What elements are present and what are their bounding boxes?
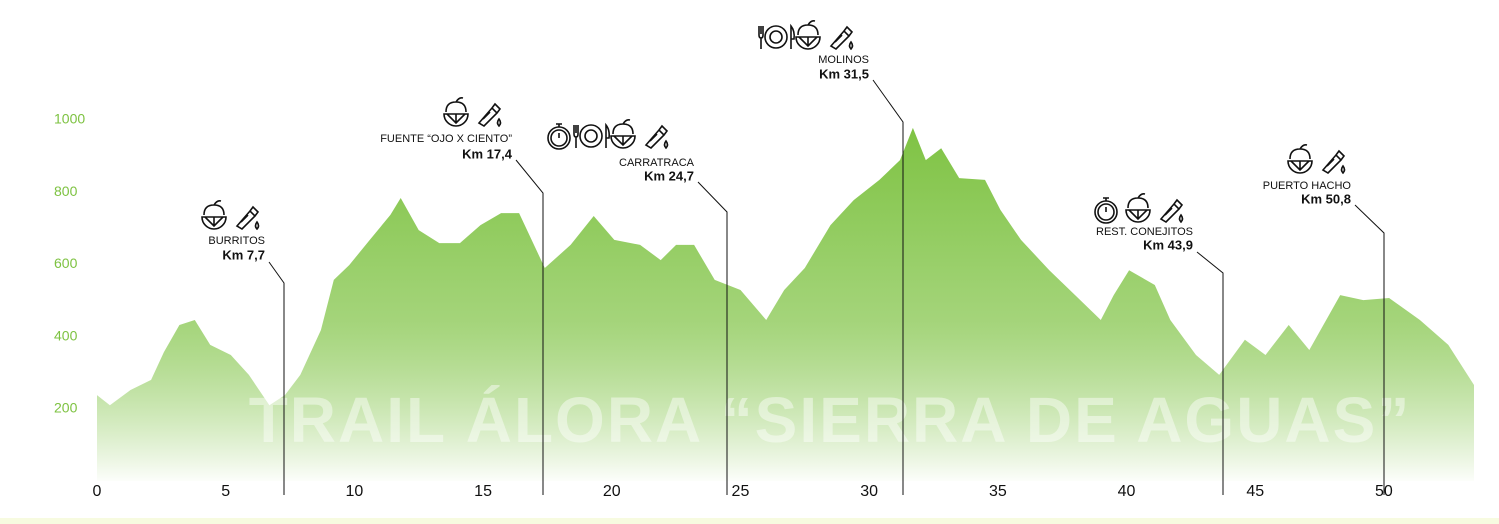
icon-part — [1321, 149, 1346, 175]
icon-fruit — [610, 119, 636, 149]
icon-part — [610, 135, 636, 149]
station-km: Km 24,7 — [644, 168, 694, 183]
icon-fruit — [1287, 144, 1313, 174]
icon-part — [758, 26, 764, 49]
x-tick-label: 25 — [732, 483, 750, 500]
icon-part — [550, 129, 568, 147]
x-tick-label: 15 — [474, 483, 492, 500]
icon-part — [848, 40, 854, 51]
station-name: REST. CONEJITOS — [1096, 226, 1193, 238]
icon-part — [790, 23, 795, 49]
icon-part — [613, 135, 633, 147]
x-tick-label: 10 — [345, 483, 363, 500]
icon-part — [1178, 213, 1184, 224]
icon-fruit — [201, 200, 227, 230]
x-tick-label: 45 — [1246, 483, 1264, 500]
station-km: Km 17,4 — [462, 146, 513, 161]
icon-part — [1128, 209, 1148, 221]
icon-part — [644, 124, 669, 150]
station-name: FUENTE “OJO X CIENTO” — [380, 133, 512, 145]
x-tick-label: 20 — [603, 483, 621, 500]
icon-part — [829, 25, 854, 51]
icon-part — [254, 220, 260, 231]
icon-water — [829, 25, 854, 51]
icon-part — [1127, 193, 1149, 209]
icon-part — [496, 117, 502, 128]
icon-part — [663, 139, 669, 150]
icon-water — [1321, 149, 1346, 175]
footer-band — [0, 518, 1499, 524]
icon-part — [443, 113, 469, 127]
icon-timer — [547, 123, 571, 150]
leader-line — [1354, 204, 1385, 495]
icon-part — [584, 129, 598, 143]
icon-part — [556, 123, 562, 138]
icon-fruit — [1125, 193, 1151, 223]
icon-part — [1125, 209, 1151, 223]
icon-part — [1159, 198, 1184, 224]
y-tick-label: 200 — [54, 400, 78, 416]
y-tick-label: 800 — [54, 183, 78, 199]
y-tick-label: 1000 — [54, 111, 85, 127]
icon-water — [644, 124, 669, 150]
station-name: BURRITOS — [208, 235, 265, 247]
leader-line — [268, 261, 285, 495]
y-tick-label: 400 — [54, 327, 78, 343]
x-tick-label: 30 — [860, 483, 878, 500]
icon-timer — [1094, 197, 1118, 224]
station-km: Km 7,7 — [222, 247, 265, 262]
icon-part — [204, 216, 224, 228]
watermark-title: TRAIL ÁLORA “SIERRA DE AGUAS” — [249, 384, 1412, 456]
icon-part — [573, 125, 579, 148]
leader-line — [1196, 251, 1224, 495]
icon-part — [1290, 160, 1310, 172]
icon-part — [795, 36, 821, 50]
icon-water — [235, 205, 260, 231]
elevation-area — [97, 127, 1474, 482]
station-km: Km 43,9 — [1143, 237, 1193, 252]
icon-part — [235, 205, 260, 231]
icon-part — [769, 30, 783, 44]
icon-part — [477, 102, 502, 128]
icon-part — [797, 20, 819, 36]
y-tick-label: 600 — [54, 255, 78, 271]
icon-part — [605, 122, 610, 148]
icon-part — [1103, 197, 1109, 212]
station-km: Km 50,8 — [1301, 191, 1351, 206]
icon-food — [758, 23, 795, 49]
station-name: PUERTO HACHO — [1263, 180, 1352, 192]
leader-line — [697, 181, 728, 495]
icon-part — [445, 97, 467, 113]
icon-part — [1287, 160, 1313, 174]
icon-part — [798, 36, 818, 48]
icon-part — [446, 113, 466, 125]
icon-part — [612, 119, 634, 135]
station-km: Km 31,5 — [819, 66, 869, 81]
icon-part — [1097, 203, 1115, 221]
station-name: MOLINOS — [818, 54, 869, 66]
station-name: CARRATRACA — [619, 157, 695, 169]
leader-line — [872, 79, 904, 495]
icon-part — [1289, 144, 1311, 160]
icon-fruit — [795, 20, 821, 50]
leader-line — [515, 159, 544, 495]
icon-part — [203, 200, 225, 216]
icon-part — [579, 124, 603, 148]
icon-water — [477, 102, 502, 128]
icon-part — [764, 25, 788, 49]
x-tick-label: 35 — [989, 483, 1007, 500]
x-tick-label: 0 — [93, 483, 102, 500]
icon-food — [573, 122, 610, 148]
icon-part — [201, 216, 227, 230]
icon-fruit — [443, 97, 469, 127]
icon-water — [1159, 198, 1184, 224]
x-tick-label: 5 — [221, 483, 230, 500]
x-tick-label: 40 — [1118, 483, 1136, 500]
icon-part — [1340, 164, 1346, 175]
